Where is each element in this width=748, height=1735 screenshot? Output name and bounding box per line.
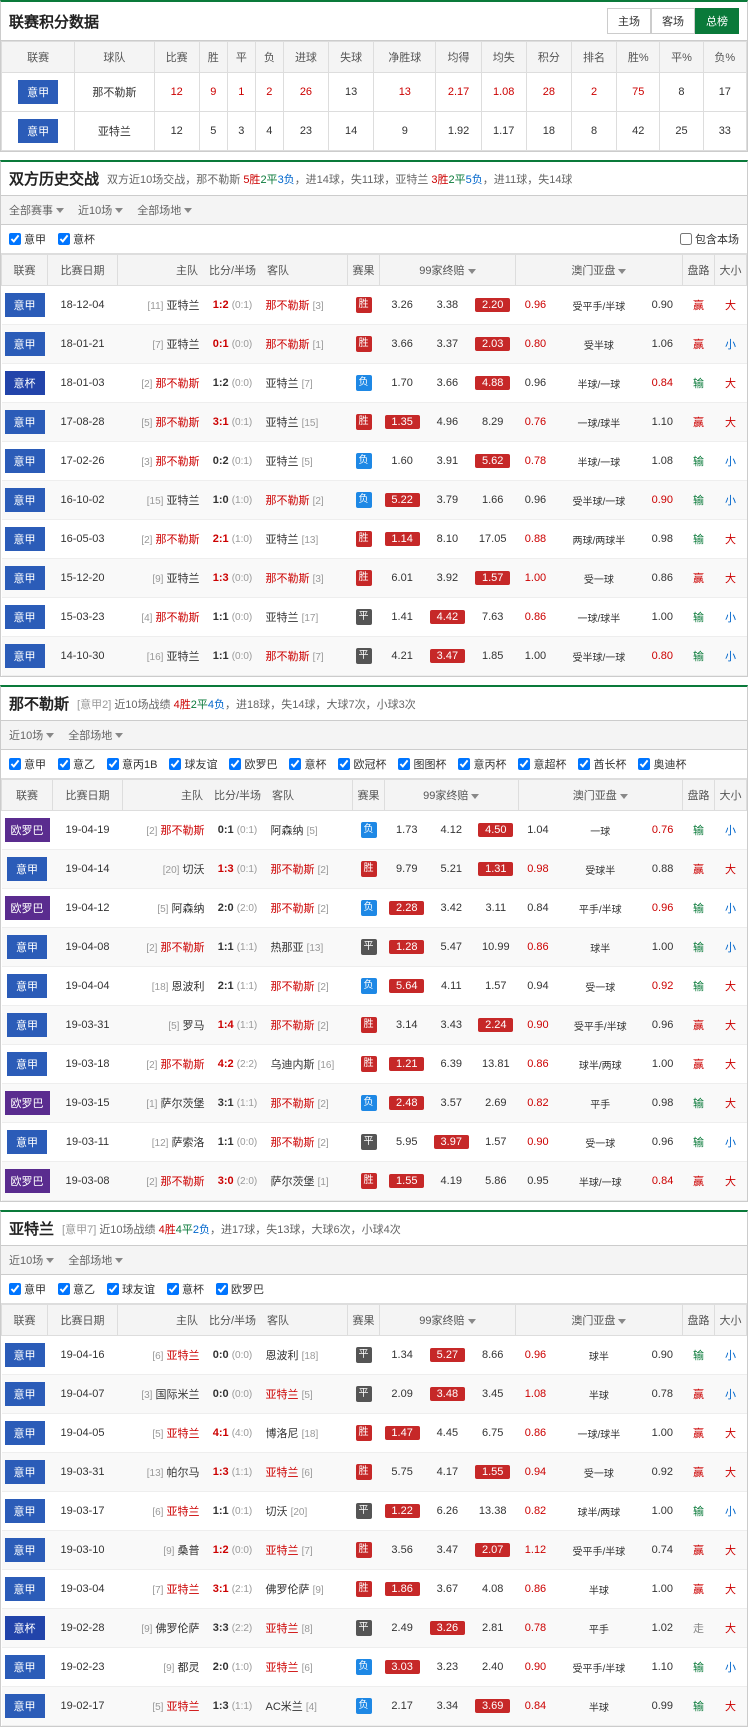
filter-venue[interactable]: 全部场地	[137, 202, 192, 218]
chk[interactable]: 意超杯	[518, 756, 566, 772]
chevron-down-icon	[115, 208, 123, 213]
chevron-down-icon	[115, 1258, 123, 1263]
h2h-subtitle: 双方近10场交战，那不勒斯 5胜2平3负，进14球，失11球，亚特兰 3胜2平5…	[107, 171, 572, 187]
chevron-down-icon	[46, 1258, 54, 1263]
chk[interactable]: 意甲	[9, 231, 46, 247]
chk[interactable]: 奥迪杯	[638, 756, 686, 772]
team2-filters: 近10场 全部场地	[1, 1246, 747, 1275]
chk[interactable]: 意甲	[9, 756, 46, 772]
team1-checkboxes: 意甲意乙意丙1B 球友谊欧罗巴意杯欧冠杯图图杯意丙杯意超杯酋长杯奥迪杯	[1, 750, 747, 779]
h2h-title: 双方历史交战	[9, 168, 99, 189]
chk[interactable]: 欧罗巴	[229, 756, 277, 772]
team1-subtitle: 近10场战绩 4胜2平4负，进18球，失14球，大球7次，小球3次	[114, 699, 415, 711]
filter-last10[interactable]: 近10场	[78, 202, 123, 218]
filter-all-matches[interactable]: 全部赛事	[9, 202, 64, 218]
chk[interactable]: 酋长杯	[578, 756, 626, 772]
team2-table: 联赛比赛日期主队 比分/半场 客队赛果99家终赔 澳门亚盘 盘路大小意甲19-0…	[1, 1304, 747, 1726]
standings-tabs: 主场 客场 总榜	[607, 8, 739, 34]
h2h-filters: 全部赛事 近10场 全部场地	[1, 196, 747, 225]
tab-away[interactable]: 客场	[651, 8, 695, 34]
chk[interactable]: 意乙	[58, 756, 95, 772]
h2h-table: 联赛比赛日期主队 比分/半场 客队赛果99家终赔 澳门亚盘 盘路大小意甲18-1…	[1, 254, 747, 676]
team2-subtitle: 近10场战绩 4胜4平2负，进17球，失13球，大球6次，小球4次	[99, 1224, 400, 1236]
chk[interactable]: 欧罗巴	[216, 1281, 264, 1297]
chk[interactable]: 图图杯	[398, 756, 446, 772]
h2h-section: 双方历史交战 双方近10场交战，那不勒斯 5胜2平3负，进14球，失11球，亚特…	[0, 160, 748, 677]
chk-include[interactable]: 包含本场	[680, 231, 739, 247]
filter-venue[interactable]: 全部场地	[68, 1252, 123, 1268]
chk[interactable]: 球友谊	[169, 756, 217, 772]
chk[interactable]: 意甲	[9, 1281, 46, 1297]
standings-table: 联赛球队比赛胜平负进球失球净胜球均得均失积分排名胜%平%负%意甲那不勒斯1291…	[1, 41, 747, 151]
team2-checkboxes: 意甲意乙球友谊意杯欧罗巴	[1, 1275, 747, 1304]
team1-title: 那不勒斯	[9, 693, 69, 714]
chk[interactable]: 意杯	[58, 231, 95, 247]
chevron-down-icon	[184, 208, 192, 213]
team2-section: 亚特兰 [意甲7] 近10场战绩 4胜4平2负，进17球，失13球，大球6次，小…	[0, 1210, 748, 1727]
team2-title: 亚特兰	[9, 1218, 54, 1239]
tab-overall[interactable]: 总榜	[695, 8, 739, 34]
filter-last10[interactable]: 近10场	[9, 1252, 54, 1268]
tab-home[interactable]: 主场	[607, 8, 651, 34]
chk[interactable]: 意杯	[289, 756, 326, 772]
chk[interactable]: 意丙1B	[107, 756, 157, 772]
standings-section: 联赛积分数据 主场 客场 总榜 联赛球队比赛胜平负进球失球净胜球均得均失积分排名…	[0, 0, 748, 152]
chk[interactable]: 欧冠杯	[338, 756, 386, 772]
filter-venue[interactable]: 全部场地	[68, 727, 123, 743]
h2h-checkboxes: 意甲意杯 包含本场	[1, 225, 747, 254]
chevron-down-icon	[115, 733, 123, 738]
chk[interactable]: 意乙	[58, 1281, 95, 1297]
chk[interactable]: 意杯	[167, 1281, 204, 1297]
team1-filters: 近10场 全部场地	[1, 721, 747, 750]
chk[interactable]: 意丙杯	[458, 756, 506, 772]
chevron-down-icon	[56, 208, 64, 213]
chk[interactable]: 球友谊	[107, 1281, 155, 1297]
filter-last10[interactable]: 近10场	[9, 727, 54, 743]
team1-section: 那不勒斯 [意甲2] 近10场战绩 4胜2平4负，进18球，失14球，大球7次，…	[0, 685, 748, 1202]
standings-title: 联赛积分数据	[9, 11, 99, 32]
chevron-down-icon	[46, 733, 54, 738]
team1-table: 联赛比赛日期主队 比分/半场 客队赛果99家终赔 澳门亚盘 盘路大小欧罗巴19-…	[1, 779, 747, 1201]
